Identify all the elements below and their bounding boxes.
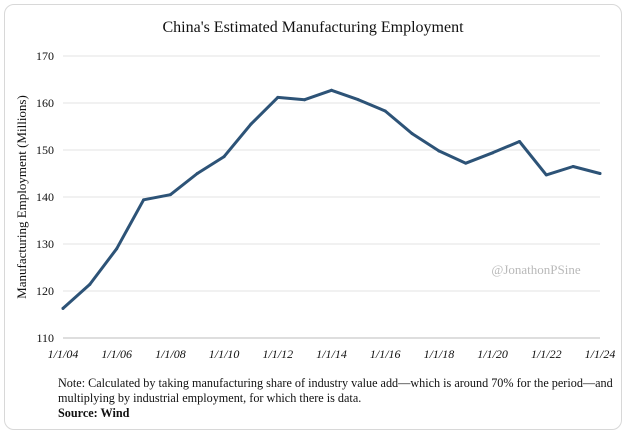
- x-tick-label: 1/1/14: [316, 347, 347, 361]
- data-point: [517, 140, 521, 144]
- chart-note: Note: Calculated by taking manufacturing…: [58, 376, 618, 421]
- note-text: Note: Calculated by taking manufacturing…: [58, 376, 613, 405]
- x-tick-label: 1/1/22: [531, 347, 562, 361]
- y-tick-labels: 110 120 130 140 150 160 170: [36, 49, 54, 345]
- data-point: [142, 198, 146, 202]
- data-point: [464, 161, 468, 165]
- data-point: [571, 164, 575, 168]
- data-point: [410, 132, 414, 136]
- data-point: [303, 98, 307, 102]
- x-tick-label: 1/1/04: [48, 347, 79, 361]
- x-tick-label: 1/1/16: [370, 347, 401, 361]
- data-point: [61, 306, 65, 310]
- y-tick-label: 150: [36, 143, 54, 157]
- data-point: [115, 247, 119, 251]
- watermark: @JonathonPSine: [491, 262, 580, 277]
- data-point: [491, 151, 495, 155]
- chart-card: [4, 4, 622, 430]
- x-tick-label: 1/1/20: [477, 347, 508, 361]
- note-source: Source: Wind: [58, 406, 130, 420]
- x-tick-label: 1/1/12: [262, 347, 293, 361]
- series-group: [61, 88, 602, 310]
- data-point: [249, 122, 253, 126]
- data-point: [276, 95, 280, 99]
- x-tick-label: 1/1/08: [155, 347, 186, 361]
- x-tick-label: 1/1/24: [585, 347, 616, 361]
- data-point: [598, 172, 602, 175]
- data-point: [437, 149, 441, 153]
- x-tick-label: 1/1/18: [424, 347, 455, 361]
- y-tick-label: 160: [36, 96, 54, 110]
- data-point: [88, 282, 92, 286]
- gridlines: [63, 55, 600, 339]
- data-point: [195, 172, 199, 175]
- chart-title: China's Estimated Manufacturing Employme…: [162, 19, 464, 36]
- data-point: [544, 173, 548, 177]
- x-tick-label: 1/1/06: [101, 347, 132, 361]
- y-axis-label: Manufacturing Employment (Millions): [14, 95, 29, 299]
- data-point: [222, 155, 226, 159]
- data-point: [356, 98, 360, 102]
- y-tick-label: 130: [36, 237, 54, 251]
- x-tick-labels: 1/1/04 1/1/06 1/1/08 1/1/10 1/1/12 1/1/14 1/1/…: [48, 347, 616, 361]
- y-tick-label: 170: [36, 49, 54, 63]
- y-tick-label: 140: [36, 190, 54, 204]
- y-tick-label: 110: [36, 331, 54, 345]
- data-point: [168, 193, 172, 197]
- x-tick-label: 1/1/10: [209, 347, 240, 361]
- data-point: [330, 88, 333, 92]
- y-tick-label: 120: [36, 284, 54, 298]
- data-point: [383, 109, 387, 113]
